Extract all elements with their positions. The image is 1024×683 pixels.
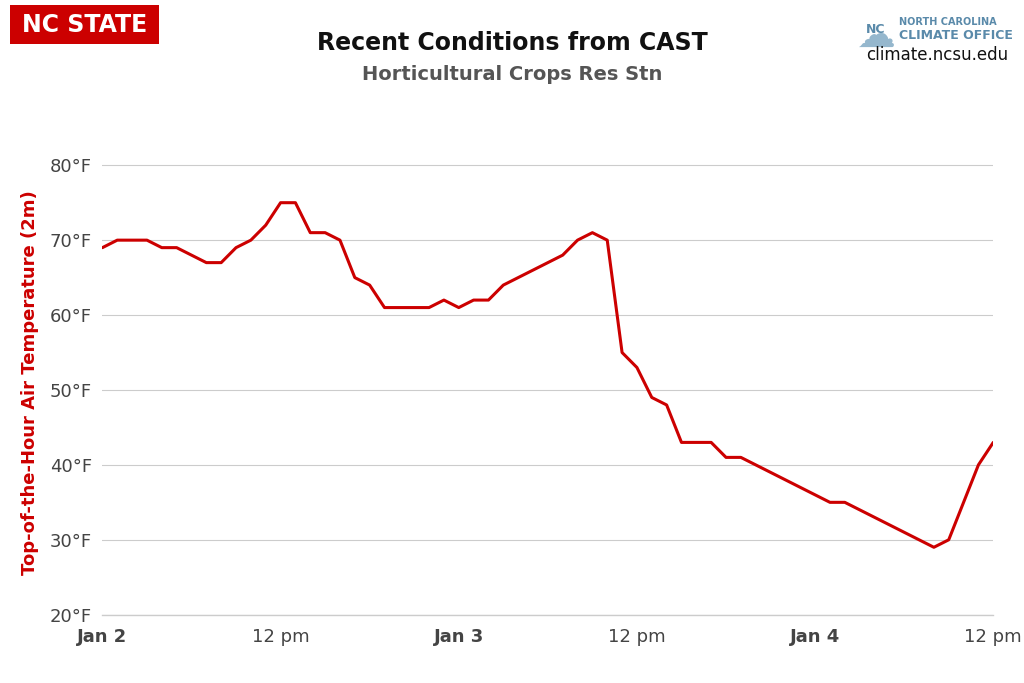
Text: Horticultural Crops Res Stn: Horticultural Crops Res Stn — [361, 65, 663, 84]
Text: Recent Conditions from CAST: Recent Conditions from CAST — [316, 31, 708, 55]
Y-axis label: Top-of-the-Hour Air Temperature (2m): Top-of-the-Hour Air Temperature (2m) — [20, 190, 39, 575]
Text: ☁: ☁ — [856, 17, 895, 55]
Text: NC: NC — [865, 23, 886, 36]
Text: CLIMATE OFFICE: CLIMATE OFFICE — [899, 29, 1013, 42]
Text: climate.ncsu.edu: climate.ncsu.edu — [866, 46, 1009, 64]
Text: NORTH CAROLINA: NORTH CAROLINA — [899, 17, 996, 27]
Text: NC STATE: NC STATE — [22, 12, 147, 37]
